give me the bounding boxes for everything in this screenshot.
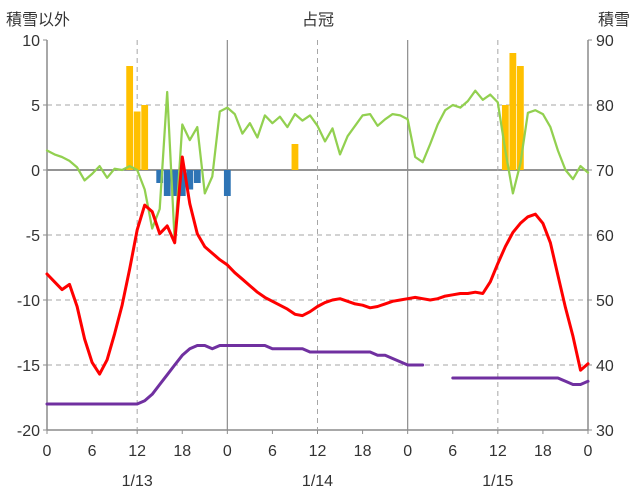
left-axis-tick-label: 0: [31, 163, 40, 180]
green-line: [45, 89, 590, 243]
orange-bars-bar: [126, 66, 134, 170]
chart-title: 占冠: [301, 12, 334, 29]
blue-bars-bar: [223, 170, 231, 196]
x-axis-tick-label: 0: [223, 443, 232, 460]
left-axis-tick-label: -5: [26, 228, 40, 245]
x-axis-tick-label: 12: [489, 443, 507, 460]
x-axis-tick-label: 18: [173, 443, 191, 460]
x-axis-tick-label: 6: [268, 443, 277, 460]
red-line: [45, 155, 590, 376]
x-axis-tick-label: 18: [354, 443, 372, 460]
blue-bars-bar: [156, 170, 164, 183]
date-label: 1/14: [302, 473, 333, 490]
blue-bars-bar: [193, 170, 201, 183]
left-axis-tick-label: -15: [17, 358, 40, 375]
blue-bars: [156, 170, 231, 196]
left-axis-tick-label: 10: [22, 33, 40, 50]
orange-bars-bar: [141, 105, 149, 170]
orange-bars-bar: [291, 144, 299, 170]
orange-bars-bar: [133, 111, 141, 170]
x-axis-tick-label: 12: [128, 443, 146, 460]
purple-line: [45, 344, 425, 406]
right-axis-tick-label: 70: [596, 163, 614, 180]
x-axis-tick-label: 0: [43, 443, 52, 460]
right-axis-tick-label: 40: [596, 358, 614, 375]
right-axis-tick-label: 80: [596, 98, 614, 115]
orange-bars: [126, 53, 524, 170]
date-label: 1/15: [482, 473, 513, 490]
blue-bars-bar: [163, 170, 171, 196]
blue-bars-bar: [186, 170, 194, 190]
orange-bars-bar: [501, 105, 509, 170]
x-axis-tick-label: 6: [448, 443, 457, 460]
right-axis-title: 積雪: [597, 12, 630, 29]
date-label: 1/13: [122, 473, 153, 490]
x-axis-tick-label: 6: [88, 443, 97, 460]
purple-line: [451, 376, 590, 386]
left-axis-tick-label: -20: [17, 423, 40, 440]
left-axis-tick-label: 5: [31, 98, 40, 115]
x-axis-tick-label: 12: [309, 443, 327, 460]
x-axis-tick-label: 0: [584, 443, 593, 460]
x-axis-tick-label: 0: [403, 443, 412, 460]
right-axis-tick-label: 50: [596, 293, 614, 310]
left-axis-title: 積雪以外: [6, 12, 71, 29]
right-axis-tick-label: 60: [596, 228, 614, 245]
x-axis-tick-label: 18: [534, 443, 552, 460]
right-axis-tick-label: 90: [596, 33, 614, 50]
blue-bars-bar: [171, 170, 179, 196]
left-axis-tick-label: -10: [17, 293, 40, 310]
orange-bars-bar: [509, 53, 517, 170]
orange-bars-bar: [516, 66, 524, 170]
blue-bars-bar: [178, 170, 186, 196]
right-axis-tick-label: 30: [596, 423, 614, 440]
